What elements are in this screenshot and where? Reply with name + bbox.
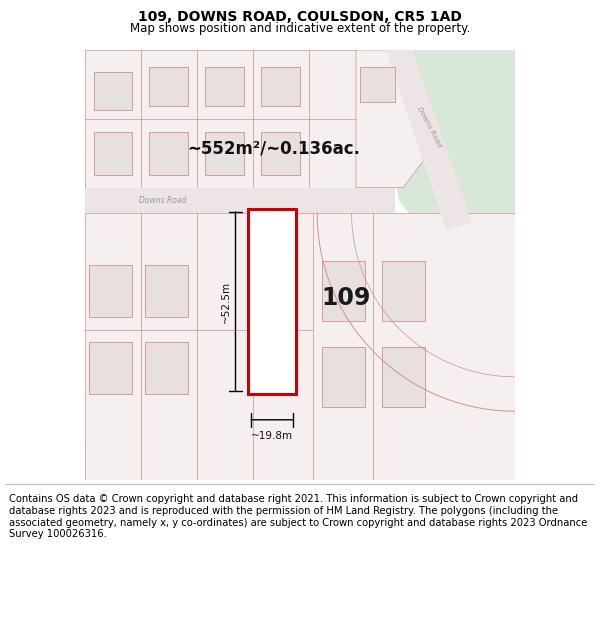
Polygon shape: [386, 50, 472, 231]
Text: Downs Road: Downs Road: [139, 196, 186, 205]
Bar: [149, 68, 188, 106]
Bar: [322, 261, 365, 321]
Text: Contains OS data © Crown copyright and database right 2021. This information is : Contains OS data © Crown copyright and d…: [9, 494, 587, 539]
Text: Map shows position and indicative extent of the property.: Map shows position and indicative extent…: [130, 22, 470, 35]
Bar: [89, 265, 132, 317]
Bar: [322, 347, 365, 407]
Bar: [145, 342, 188, 394]
Bar: [145, 265, 188, 317]
Text: ~52.5m: ~52.5m: [221, 281, 231, 322]
Polygon shape: [85, 213, 515, 480]
Bar: [149, 132, 188, 175]
Text: ~19.8m: ~19.8m: [251, 431, 293, 441]
Text: 109: 109: [322, 286, 371, 310]
Bar: [261, 68, 300, 106]
Polygon shape: [85, 188, 395, 213]
Polygon shape: [85, 437, 154, 480]
Polygon shape: [356, 50, 429, 187]
Bar: [382, 347, 425, 407]
Bar: [382, 261, 425, 321]
Bar: [89, 342, 132, 394]
Bar: [205, 132, 244, 175]
Text: Downs Road: Downs Road: [416, 106, 442, 149]
Bar: [94, 132, 132, 175]
Bar: [94, 71, 132, 110]
Bar: [261, 132, 300, 175]
Bar: [248, 209, 296, 394]
Polygon shape: [390, 50, 515, 248]
Bar: [360, 68, 395, 102]
Text: ~552m²/~0.136ac.: ~552m²/~0.136ac.: [188, 140, 361, 158]
Text: 109, DOWNS ROAD, COULSDON, CR5 1AD: 109, DOWNS ROAD, COULSDON, CR5 1AD: [138, 10, 462, 24]
Polygon shape: [85, 50, 356, 187]
Bar: [205, 68, 244, 106]
